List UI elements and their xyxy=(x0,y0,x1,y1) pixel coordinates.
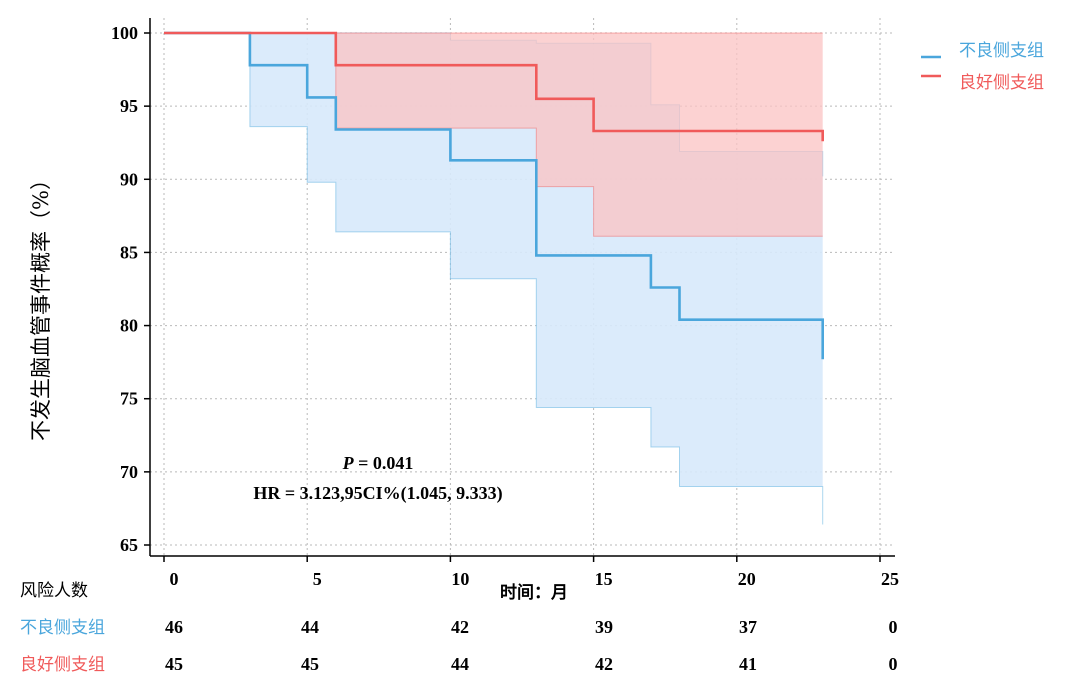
risk-row-label-poor: 不良侧支组 xyxy=(20,618,105,638)
risk-value: 44 xyxy=(451,654,469,674)
risk-table-title: 风险人数 xyxy=(20,581,88,601)
y-tick-label: 75 xyxy=(120,389,138,409)
legend-label-good: 良好侧支组 xyxy=(959,73,1044,93)
x-tick-label: 25 xyxy=(881,569,899,589)
risk-row-label-good: 良好侧支组 xyxy=(20,655,105,675)
survival-curves xyxy=(164,31,824,360)
y-tick-label: 100 xyxy=(111,23,138,43)
p-value-annotation: P = 0.041 xyxy=(342,453,414,473)
hr-annotation: HR = 3.123,95CI%(1.045, 9.333) xyxy=(253,483,502,504)
risk-values: 46 44 42 39 37 0 45 45 44 42 41 0 xyxy=(165,617,898,674)
legend: 不良侧支组 良好侧支组 xyxy=(921,41,1044,93)
y-tick-label: 95 xyxy=(120,96,138,116)
risk-value: 45 xyxy=(165,654,183,674)
x-tick-label: 15 xyxy=(595,569,613,589)
risk-value: 37 xyxy=(739,617,757,637)
survival-line-0 xyxy=(164,31,824,360)
p-value-symbol: P xyxy=(342,453,355,473)
ci-band-1 xyxy=(164,33,823,237)
ci-lower-line-0 xyxy=(164,32,824,525)
risk-value: 46 xyxy=(165,617,183,637)
y-tick-label: 70 xyxy=(120,462,138,482)
y-tick-label: 85 xyxy=(120,242,138,262)
x-tick-label: 5 xyxy=(313,569,322,589)
risk-value: 44 xyxy=(301,617,319,637)
risk-value: 41 xyxy=(739,654,757,674)
x-axis-label: 时间：月 xyxy=(500,582,568,603)
legend-label-poor: 不良侧支组 xyxy=(959,41,1044,61)
p-value-text: = 0.041 xyxy=(354,453,414,473)
risk-value: 42 xyxy=(451,617,469,637)
y-tick-label: 65 xyxy=(120,535,138,555)
x-tick-label: 0 xyxy=(170,569,179,589)
confidence-bands xyxy=(164,32,824,525)
risk-value: 0 xyxy=(889,654,898,674)
y-axis-label: 不发生脑血管事件概率（%） xyxy=(29,169,53,441)
risk-value: 45 xyxy=(301,654,319,674)
risk-value: 39 xyxy=(595,617,613,637)
axes: 65 70 75 80 85 90 95 100 0 5 10 15 20 25 xyxy=(111,18,899,589)
x-tick-label: 10 xyxy=(451,569,469,589)
x-tick-label: 20 xyxy=(738,569,756,589)
y-tick-label: 90 xyxy=(120,169,138,189)
risk-value: 42 xyxy=(595,654,613,674)
y-tick-label: 80 xyxy=(120,316,138,336)
survival-line-1 xyxy=(164,31,824,142)
risk-table: 风险人数 不良侧支组 良好侧支组 46 44 42 39 37 0 45 45 44 42 41 0 xyxy=(20,581,898,675)
risk-value: 0 xyxy=(889,617,898,637)
